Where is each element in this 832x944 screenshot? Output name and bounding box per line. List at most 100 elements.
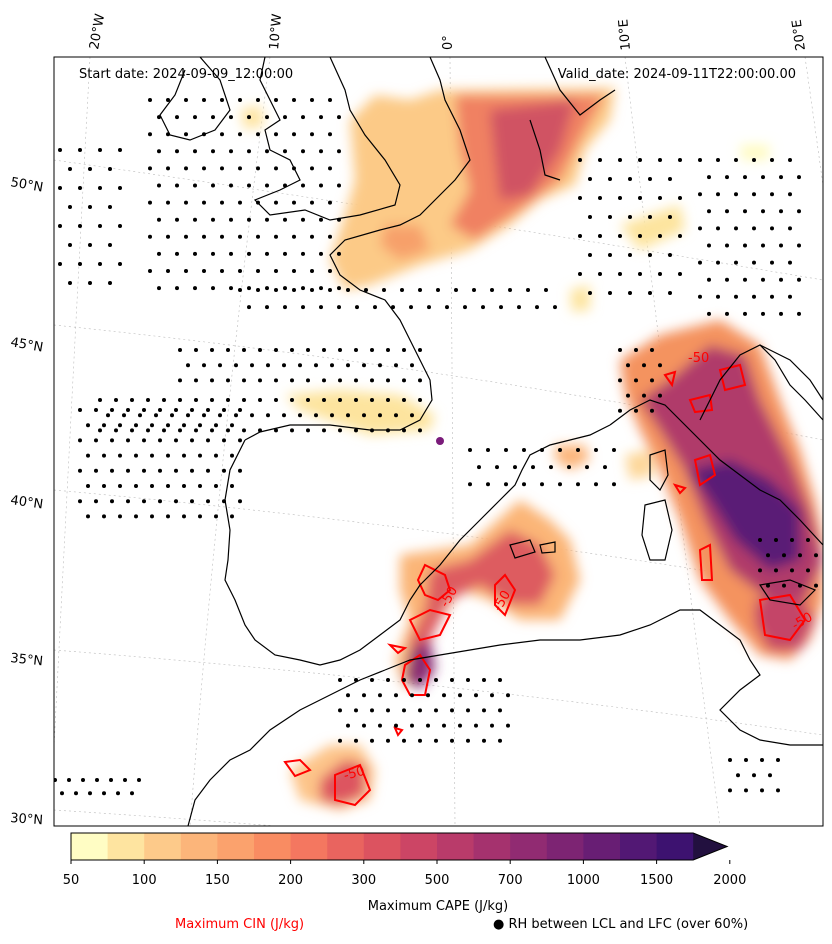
rh-dot: [108, 167, 112, 171]
rh-dot: [242, 428, 246, 433]
rh-dot: [544, 288, 548, 292]
rh-dot: [198, 484, 202, 488]
rh-dot: [184, 98, 188, 102]
rh-dot: [238, 132, 242, 137]
start-date: Start date: 2024-09-09_12:00:00: [79, 67, 294, 82]
rh-dot: [734, 192, 738, 197]
rh-dot: [364, 288, 368, 292]
rh-dot: [337, 305, 341, 310]
rh-dot: [301, 217, 305, 222]
rh-dot: [186, 363, 190, 368]
rh-dot: [88, 205, 92, 209]
rh-dot: [186, 413, 190, 418]
colorbar-tick-label: 100: [132, 873, 157, 888]
rh-dot: [472, 288, 476, 292]
rh-dot: [182, 484, 186, 488]
rh-dot: [454, 288, 458, 292]
rh-dot: [486, 448, 490, 452]
rh-dot: [450, 678, 454, 682]
rh-dot: [202, 269, 206, 273]
rh-dot: [594, 448, 598, 452]
rh-dot: [626, 363, 630, 368]
rh-dot: [782, 583, 786, 588]
rh-dot: [266, 413, 270, 418]
rh-dot: [576, 448, 580, 452]
rh-dot: [88, 281, 92, 285]
rh-dot: [211, 115, 215, 120]
rh-dot: [668, 215, 672, 219]
colorbar-swatch: [546, 833, 584, 860]
rh-dot: [490, 693, 494, 698]
rh-dot: [68, 205, 72, 209]
rh-dot: [612, 482, 616, 487]
rh-dot: [301, 286, 305, 291]
rh-dot: [310, 166, 314, 171]
rh-dot: [648, 177, 652, 181]
rh-dot: [238, 166, 242, 171]
rh-dot: [247, 217, 251, 222]
rh-dot: [88, 167, 92, 171]
rh-dot: [386, 738, 390, 743]
rh-dot: [174, 468, 178, 473]
lon-label: 20°E: [790, 18, 809, 51]
rh-dot: [194, 348, 198, 352]
colorbar-tick-label: 300: [351, 873, 376, 888]
purple-marker: [436, 437, 444, 445]
rh-dot: [776, 788, 780, 793]
rh-dot: [698, 260, 702, 265]
rh-dot: [790, 538, 794, 542]
colorbar-swatch: [180, 833, 218, 860]
rh-dot: [426, 693, 430, 698]
rh-dot: [314, 413, 318, 418]
rh-dot: [736, 773, 740, 778]
rh-dot: [146, 398, 150, 402]
colorbar-label: Maximum CAPE (J/kg): [367, 899, 509, 914]
rh-dot: [338, 348, 342, 352]
rh-dot: [498, 738, 502, 743]
rh-dot: [102, 514, 106, 519]
rh-dot: [182, 423, 186, 428]
rh-dot: [274, 234, 278, 239]
rh-dot: [588, 291, 592, 295]
rh-dot: [229, 115, 233, 120]
rh-dot: [292, 234, 296, 239]
colorbar-outline: [70, 832, 729, 861]
rh-dot: [806, 538, 810, 542]
rh-dot: [386, 708, 390, 713]
colorbar-ticks: 50 100 150 200 300 500 700 1000 1500 2000: [63, 860, 746, 888]
map-frame: [53, 56, 824, 827]
rh-dot: [434, 738, 438, 743]
lat-label: 40°N: [9, 493, 44, 512]
colorbar-tick-label: 150: [205, 873, 230, 888]
rh-dot: [238, 468, 242, 473]
rh-dot-icon: ●: [493, 917, 505, 932]
rh-dot: [779, 243, 783, 248]
rh-dot: [779, 311, 783, 316]
colorbar-tick-label: 2000: [713, 873, 746, 888]
rh-dot: [60, 791, 64, 796]
rh-dot: [522, 482, 526, 487]
rh-dot: [123, 778, 127, 782]
rh-dot: [150, 514, 154, 519]
rh-dot: [797, 277, 801, 282]
rh-dot: [148, 269, 152, 273]
rh-dot: [178, 348, 182, 352]
rh-dot: [230, 423, 234, 428]
rh-dot: [247, 251, 251, 256]
rh-dot: [578, 272, 582, 276]
rh-dot: [238, 408, 242, 412]
rh-dot: [175, 251, 179, 256]
rh-dot: [482, 738, 486, 743]
rh-dot: [618, 196, 622, 200]
rh-dot: [394, 693, 398, 698]
rh-dot: [274, 348, 278, 352]
rh-dot: [206, 408, 210, 412]
rh-dot: [265, 217, 269, 222]
rh-dot: [98, 186, 102, 190]
rh-dot: [184, 166, 188, 171]
rh-dot: [354, 738, 358, 743]
rh-dot: [214, 484, 218, 488]
rh-dot: [567, 465, 571, 470]
rh-dot: [95, 778, 99, 782]
rh-dot: [458, 693, 462, 698]
